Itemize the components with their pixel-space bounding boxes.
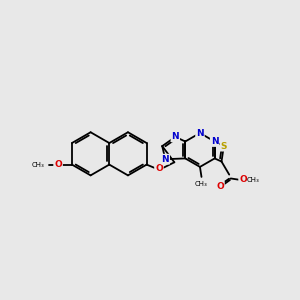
Text: N: N xyxy=(211,137,218,146)
Text: O: O xyxy=(239,176,247,184)
Text: N: N xyxy=(161,155,169,164)
Text: CH₃: CH₃ xyxy=(195,181,208,187)
Text: S: S xyxy=(220,142,227,151)
Text: O: O xyxy=(54,160,62,169)
Text: N: N xyxy=(172,132,179,141)
Text: N: N xyxy=(196,128,204,137)
Text: O: O xyxy=(155,164,163,173)
Text: CH₃: CH₃ xyxy=(32,162,44,168)
Text: O: O xyxy=(216,182,224,191)
Text: CH₃: CH₃ xyxy=(246,177,259,183)
